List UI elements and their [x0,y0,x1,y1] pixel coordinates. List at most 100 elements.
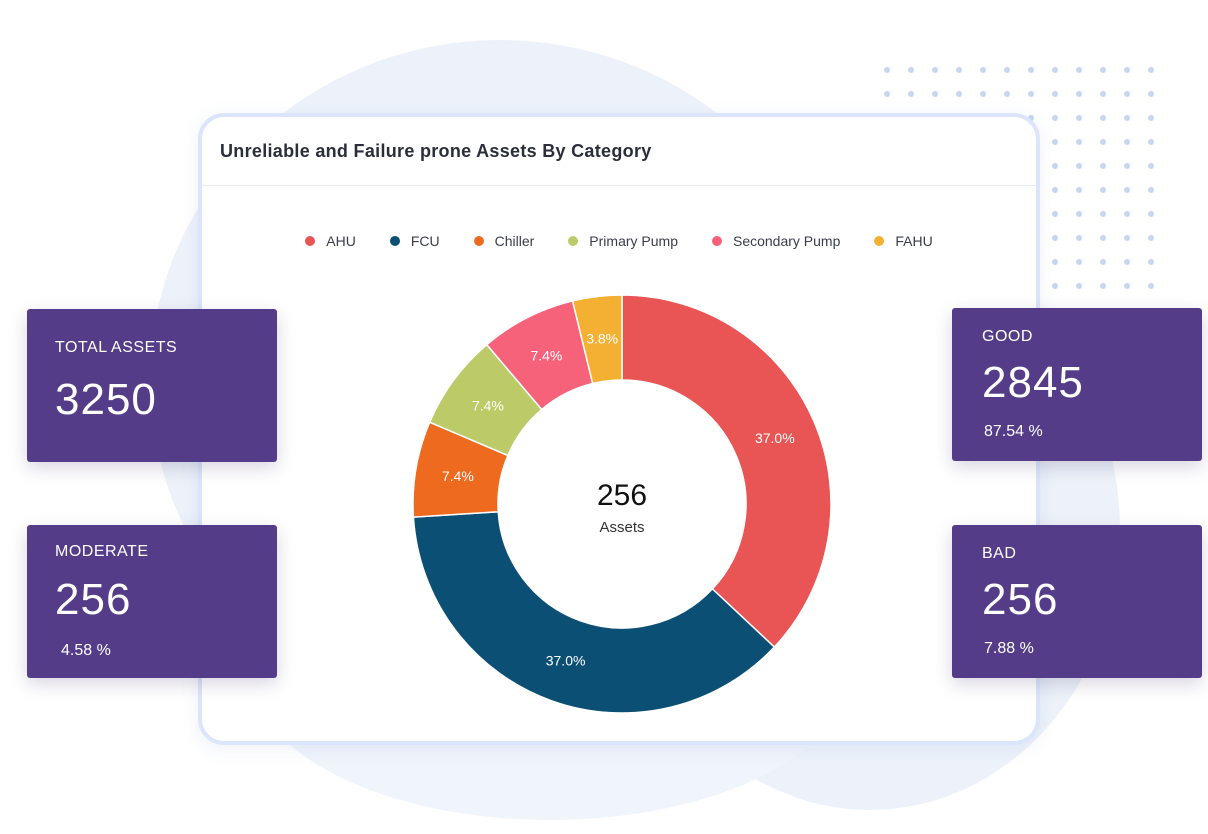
stat-title: MODERATE [55,543,149,560]
decor-dot [1076,115,1082,121]
legend-item[interactable]: AHU [305,233,356,249]
donut-slice-label: 7.4% [472,397,504,413]
decor-dot [1124,67,1130,73]
decor-dot [1124,187,1130,193]
decor-dot [1148,283,1154,289]
donut-slice-fahu[interactable] [571,294,623,385]
donut-slice-label: 37.0% [755,430,795,446]
decor-dot [1076,235,1082,241]
decor-dot [1148,91,1154,97]
decor-dot [908,67,914,73]
legend-item[interactable]: Primary Pump [568,233,678,249]
decor-dot [1124,211,1130,217]
decor-dot [1124,91,1130,97]
legend-label: AHU [326,233,356,249]
decor-dot [1124,163,1130,169]
legend-item[interactable]: FCU [389,233,440,249]
stat-value: 2845 [982,358,1084,407]
stat-card-total-assets: TOTAL ASSETS 3250 [27,309,277,462]
legend-label: FCU [410,233,440,249]
decor-dot [1100,211,1106,217]
legend-label: Secondary Pump [732,233,841,249]
decor-dot [1100,283,1106,289]
stat-card-bad: BAD 256 7.88 % [952,525,1202,678]
legend-swatch [305,236,316,246]
decor-dot [1076,187,1082,193]
decor-dot [1052,259,1058,265]
decor-dot [956,91,962,97]
decor-dot [1148,115,1154,121]
decor-dot [1100,139,1106,145]
decor-dot [1052,139,1058,145]
decor-dot [1076,163,1082,169]
decor-dot [932,67,938,73]
decor-dot [956,67,962,73]
decor-dot [1148,211,1154,217]
legend-swatch [874,236,885,246]
decor-dot [1124,283,1130,289]
decor-dot [1076,91,1082,97]
legend-label: FAHU [895,233,933,249]
decor-dot [908,91,914,97]
donut-slice-label: 7.4% [530,348,562,364]
legend-swatch [568,236,579,246]
decor-dot [1028,67,1034,73]
donut-center-label: Assets [599,519,645,536]
decor-dot [1148,139,1154,145]
decor-dot [1100,163,1106,169]
stat-card-moderate: MODERATE 256 4.58 % [27,525,277,678]
decor-dot [1148,67,1154,73]
stat-title: TOTAL ASSETS [55,339,178,356]
decor-dot [1052,211,1058,217]
decor-dot [1052,115,1058,121]
decor-dot [932,91,938,97]
decor-dot [1076,283,1082,289]
legend-swatch [389,236,400,246]
stat-value: 256 [982,575,1059,624]
card-divider [202,185,1036,186]
stat-percent: 87.54 % [984,423,1043,440]
legend-label: Primary Pump [589,233,678,249]
stat-percent: 4.58 % [61,642,111,659]
donut-slice-ahu[interactable] [621,294,832,649]
decor-dot [1076,139,1082,145]
donut-slice-label: 7.4% [442,468,474,484]
decor-dot [884,91,890,97]
decor-dot [884,67,890,73]
decor-dot [1052,163,1058,169]
legend-item[interactable]: Secondary Pump [711,233,841,249]
decor-dot [1028,115,1034,121]
legend-item[interactable]: FAHU [874,233,933,249]
donut-slice-label: 37.0% [546,653,586,669]
decor-dot [1124,259,1130,265]
decor-dot [1028,91,1034,97]
stat-value: 256 [55,575,132,624]
decor-dot [1100,115,1106,121]
stat-value: 3250 [55,375,157,424]
decor-dot [1148,235,1154,241]
decor-dot [1124,139,1130,145]
decor-dot [1004,91,1010,97]
legend-swatch [711,236,722,246]
decor-dot [1052,283,1058,289]
donut-slice-fcu[interactable] [412,510,776,714]
legend-label: Chiller [494,233,535,249]
chart-title: Unreliable and Failure prone Assets By C… [220,141,652,161]
decor-dot [1100,187,1106,193]
legend-swatch [473,236,484,246]
decor-dot [1148,187,1154,193]
decor-dot [1076,259,1082,265]
legend-item[interactable]: Chiller [473,233,535,249]
stat-percent: 7.88 % [984,640,1034,657]
decor-dot [1076,67,1082,73]
decor-dot [1052,235,1058,241]
decor-dot [1052,187,1058,193]
donut-center-value: 256 [596,479,648,512]
stat-title: BAD [982,545,1017,562]
decor-dot [1124,235,1130,241]
donut-slice-label: 3.8% [586,331,618,347]
chart-legend: AHU FCU Chiller Primary Pump Secondary Pump F… [202,233,1036,249]
decor-dot [1100,235,1106,241]
decor-dot [980,91,986,97]
decor-dot [1004,67,1010,73]
